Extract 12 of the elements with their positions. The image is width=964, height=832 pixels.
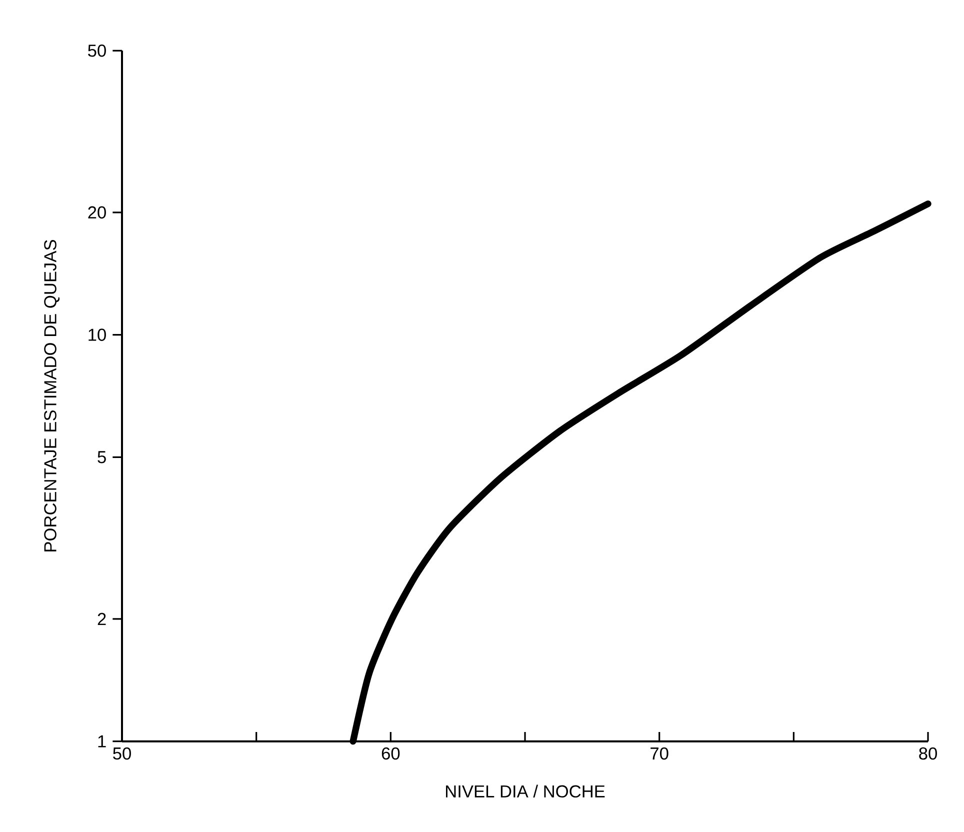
y-axis-title: PORCENTAJE ESTIMADO DE QUEJAS — [44, 240, 60, 552]
x-tick-label: 60 — [382, 747, 400, 760]
x-axis-title: NIVEL DIA / NOCHE — [446, 784, 605, 798]
x-tick-label: 70 — [650, 747, 668, 760]
y-tick-label: 1 — [98, 735, 106, 748]
y-tick-label: 5 — [98, 451, 106, 464]
y-tick-label: 10 — [88, 328, 106, 341]
y-tick-label: 2 — [98, 612, 106, 626]
y-tick-label: 50 — [88, 44, 106, 57]
y-tick-label: 20 — [88, 206, 106, 219]
x-tick-label: 50 — [113, 747, 131, 760]
x-tick-label: 80 — [919, 747, 937, 760]
